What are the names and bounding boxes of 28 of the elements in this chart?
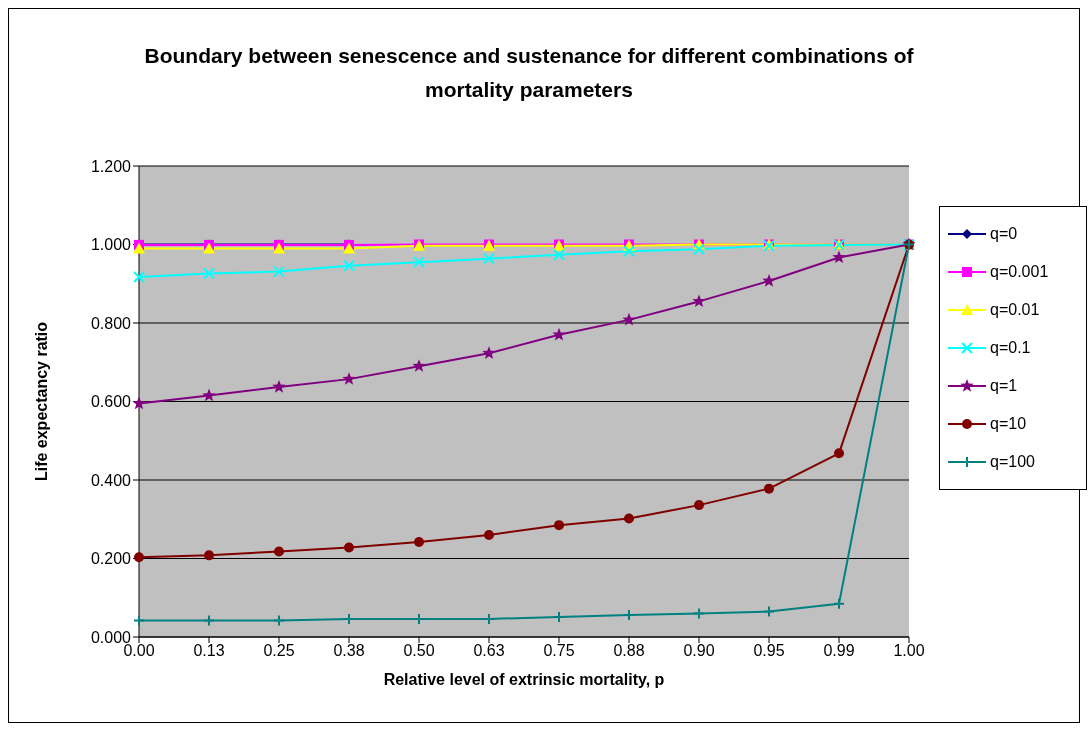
legend-label: q=10 — [990, 415, 1027, 433]
y-axis-title: Life expectancy ratio — [32, 321, 50, 482]
legend-label: q=100 — [990, 453, 1035, 471]
y-tick-label: 0.600 — [90, 393, 132, 411]
x-tick-label: 0.13 — [193, 642, 225, 660]
y-tick-label: 1.200 — [90, 157, 132, 175]
x-tick-label: 0.75 — [543, 642, 575, 660]
x-tick-label: 0.99 — [823, 642, 855, 660]
legend-label: q=0.01 — [990, 301, 1040, 319]
x-tick-label: 0.25 — [263, 642, 295, 660]
legend-label: q=0 — [990, 225, 1018, 243]
x-tick-label: 0.63 — [473, 642, 505, 660]
x-tick-label: 0.90 — [683, 642, 715, 660]
x-tick-label: 0.00 — [123, 642, 155, 660]
legend-label: q=0.1 — [990, 339, 1031, 357]
x-tick-label: 0.50 — [403, 642, 435, 660]
legend-label: q=1 — [990, 377, 1018, 395]
x-tick-label: 0.88 — [613, 642, 645, 660]
legend-label: q=0.001 — [990, 263, 1049, 281]
x-tick-label: 0.38 — [333, 642, 365, 660]
y-tick-label: 0.800 — [90, 314, 132, 332]
x-axis-title: Relative level of extrinsic mortality, p — [383, 671, 665, 688]
x-tick-label: 0.95 — [753, 642, 785, 660]
x-tick-label: 1.00 — [893, 642, 925, 660]
y-tick-label: 0.200 — [90, 550, 132, 568]
y-tick-label: 0.400 — [90, 471, 132, 489]
chart-title: Boundary between senescence and sustenance for different combinations of mortality parameters — [143, 43, 915, 103]
y-tick-label: 1.000 — [90, 236, 132, 254]
